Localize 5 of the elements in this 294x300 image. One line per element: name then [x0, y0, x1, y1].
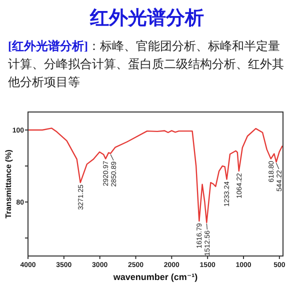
line-series [27, 128, 284, 224]
chart-subtitle: [红外光谱分析]：标峰、官能团分析、标峰和半定量计算、分峰拟合计算、蛋白质二级结构分析、红外其他分析项目等 [8, 39, 284, 89]
chart-title: 红外光谱分析 [89, 7, 204, 29]
x-axis-title: wavenumber (cm⁻¹) [112, 272, 198, 282]
y-axis-title: Transmittance (%) [4, 149, 13, 218]
